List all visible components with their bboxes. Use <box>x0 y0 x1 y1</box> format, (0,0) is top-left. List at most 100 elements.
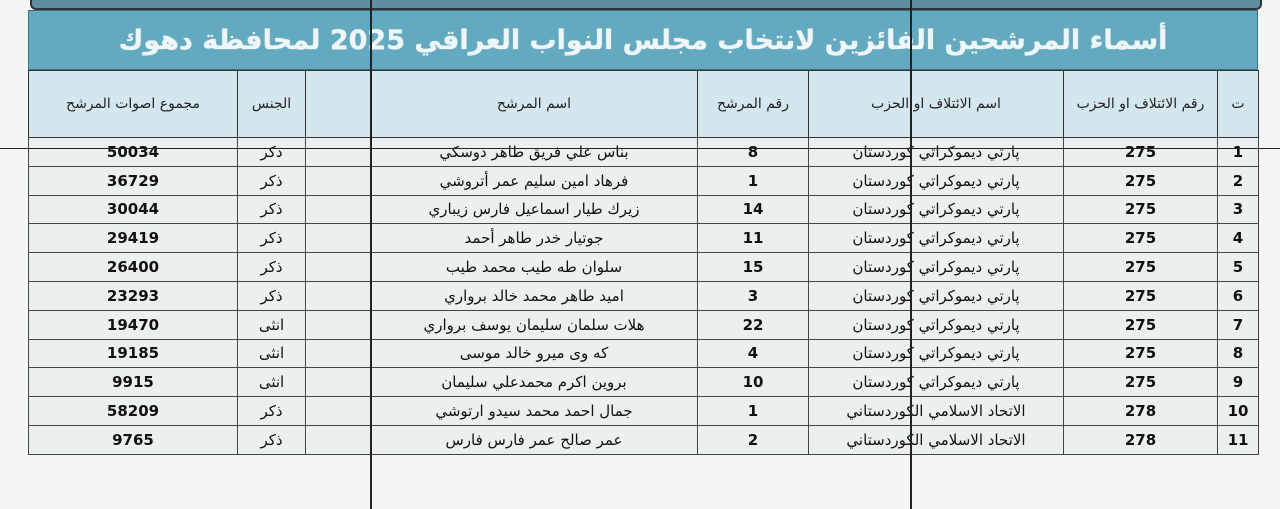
col-party-no: رقم الائتلاف او الحزب <box>1063 70 1218 138</box>
cell-seq: 5 <box>1217 252 1259 282</box>
cell-name: عمر صالح عمر فارس فارس <box>370 424 698 455</box>
cell-party: پارتي ديموكراتي كوردستان <box>808 165 1064 196</box>
cell-gender: ذكر <box>237 137 306 167</box>
table-row: 11 278 الاتحاد الاسلامي الكوردستاني 2 عمر صا… <box>28 424 1259 455</box>
cell-seq: 9 <box>1217 367 1259 398</box>
cell-seq: 11 <box>1217 424 1259 455</box>
cell-votes: 50034 <box>28 137 238 167</box>
cell-party-no: 275 <box>1063 280 1218 311</box>
table-row: 5 275 پارتي ديموكراتي كوردستان 15 سلوان طه ط… <box>28 252 1259 282</box>
cell-votes: 29419 <box>28 223 238 254</box>
col-seq: ت <box>1217 70 1259 138</box>
cell-cand-no: 15 <box>697 252 809 282</box>
cell-party-no: 275 <box>1063 309 1218 340</box>
cell-blank <box>305 367 371 398</box>
cell-party-no: 275 <box>1063 367 1218 398</box>
page-title: أسماء المرشحين الفائزين لانتخاب مجلس الن… <box>28 10 1258 70</box>
cell-blank <box>305 194 371 225</box>
table-row: 10 278 الاتحاد الاسلامي الكوردستاني 1 جمال ا… <box>28 396 1259 426</box>
cell-votes: 19470 <box>28 309 238 340</box>
cell-party: پارتي ديموكراتي كوردستان <box>808 309 1064 340</box>
photo-line <box>910 0 912 509</box>
cell-seq: 8 <box>1217 338 1259 369</box>
cell-blank <box>305 137 371 167</box>
cell-party-no: 275 <box>1063 338 1218 369</box>
cell-blank <box>305 396 371 426</box>
results-table: ت رقم الائتلاف او الحزب اسم الائتلاف او … <box>28 70 1259 455</box>
cell-votes: 9915 <box>28 367 238 398</box>
cell-seq: 2 <box>1217 165 1259 196</box>
cell-blank <box>305 280 371 311</box>
col-name: اسم المرشح <box>370 70 698 138</box>
col-candidate-no: رقم المرشح <box>697 70 809 138</box>
cell-votes: 58209 <box>28 396 238 426</box>
cell-cand-no: 22 <box>697 309 809 340</box>
cell-seq: 1 <box>1217 137 1259 167</box>
cell-name: سلوان طه طيب محمد طيب <box>370 252 698 282</box>
cell-party: پارتي ديموكراتي كوردستان <box>808 137 1064 167</box>
cell-party-no: 278 <box>1063 396 1218 426</box>
results-sheet: أسماء المرشحين الفائزين لانتخاب مجلس الن… <box>28 10 1259 455</box>
header-row: ت رقم الائتلاف او الحزب اسم الائتلاف او … <box>28 70 1259 138</box>
cell-party: الاتحاد الاسلامي الكوردستاني <box>808 424 1064 455</box>
cell-blank <box>305 165 371 196</box>
cell-name: جمال احمد محمد سيدو ارتوشي <box>370 396 698 426</box>
table-row: 1 275 پارتي ديموكراتي كوردستان 8 بناس علي فر… <box>28 137 1259 167</box>
cell-name: جوتيار خدر طاهر أحمد <box>370 223 698 254</box>
cell-gender: ذكر <box>237 252 306 282</box>
cell-party: الاتحاد الاسلامي الكوردستاني <box>808 396 1064 426</box>
photo-line <box>370 0 372 509</box>
cell-party: پارتي ديموكراتي كوردستان <box>808 280 1064 311</box>
cell-votes: 36729 <box>28 165 238 196</box>
top-frame <box>30 0 1262 10</box>
cell-seq: 4 <box>1217 223 1259 254</box>
cell-party-no: 275 <box>1063 137 1218 167</box>
table-row: 9 275 پارتي ديموكراتي كوردستان 10 بروين اكرم… <box>28 367 1259 398</box>
cell-party: پارتي ديموكراتي كوردستان <box>808 367 1064 398</box>
cell-cand-no: 1 <box>697 165 809 196</box>
table-row: 8 275 پارتي ديموكراتي كوردستان 4 كه وى ميرو … <box>28 338 1259 369</box>
cell-cand-no: 3 <box>697 280 809 311</box>
cell-party-no: 275 <box>1063 165 1218 196</box>
cell-gender: ذكر <box>237 194 306 225</box>
cell-blank <box>305 338 371 369</box>
cell-name: فرهاد امين سليم عمر أتروشي <box>370 165 698 196</box>
cell-gender: ذكر <box>237 280 306 311</box>
cell-party-no: 275 <box>1063 194 1218 225</box>
cell-cand-no: 8 <box>697 137 809 167</box>
cell-cand-no: 14 <box>697 194 809 225</box>
cell-name: زيرك طيار اسماعيل فارس زيباري <box>370 194 698 225</box>
table-row: 7 275 پارتي ديموكراتي كوردستان 22 هلات سلمان… <box>28 309 1259 340</box>
cell-cand-no: 1 <box>697 396 809 426</box>
cell-gender: ذكر <box>237 424 306 455</box>
cell-party-no: 275 <box>1063 223 1218 254</box>
cell-cand-no: 4 <box>697 338 809 369</box>
table-row: 6 275 پارتي ديموكراتي كوردستان 3 اميد طاهر م… <box>28 280 1259 311</box>
cell-party: پارتي ديموكراتي كوردستان <box>808 223 1064 254</box>
cell-party-no: 275 <box>1063 252 1218 282</box>
cell-votes: 19185 <box>28 338 238 369</box>
photo-line <box>0 148 1280 149</box>
cell-gender: انثى <box>237 309 306 340</box>
cell-party: پارتي ديموكراتي كوردستان <box>808 338 1064 369</box>
cell-votes: 9765 <box>28 424 238 455</box>
cell-party: پارتي ديموكراتي كوردستان <box>808 194 1064 225</box>
cell-name: اميد طاهر محمد خالد برواري <box>370 280 698 311</box>
col-votes: مجموع اصوات المرشح <box>28 70 238 138</box>
col-party: اسم الائتلاف او الحزب <box>808 70 1064 138</box>
cell-seq: 3 <box>1217 194 1259 225</box>
col-gender: الجنس <box>237 70 306 138</box>
cell-gender: انثى <box>237 338 306 369</box>
cell-cand-no: 10 <box>697 367 809 398</box>
cell-blank <box>305 223 371 254</box>
cell-votes: 26400 <box>28 252 238 282</box>
cell-name: بروين اكرم محمدعلي سليمان <box>370 367 698 398</box>
cell-cand-no: 11 <box>697 223 809 254</box>
cell-gender: ذكر <box>237 396 306 426</box>
cell-blank <box>305 309 371 340</box>
cell-cand-no: 2 <box>697 424 809 455</box>
cell-party-no: 278 <box>1063 424 1218 455</box>
table-row: 2 275 پارتي ديموكراتي كوردستان 1 فرهاد امين … <box>28 165 1259 196</box>
cell-blank <box>305 252 371 282</box>
cell-gender: ذكر <box>237 223 306 254</box>
